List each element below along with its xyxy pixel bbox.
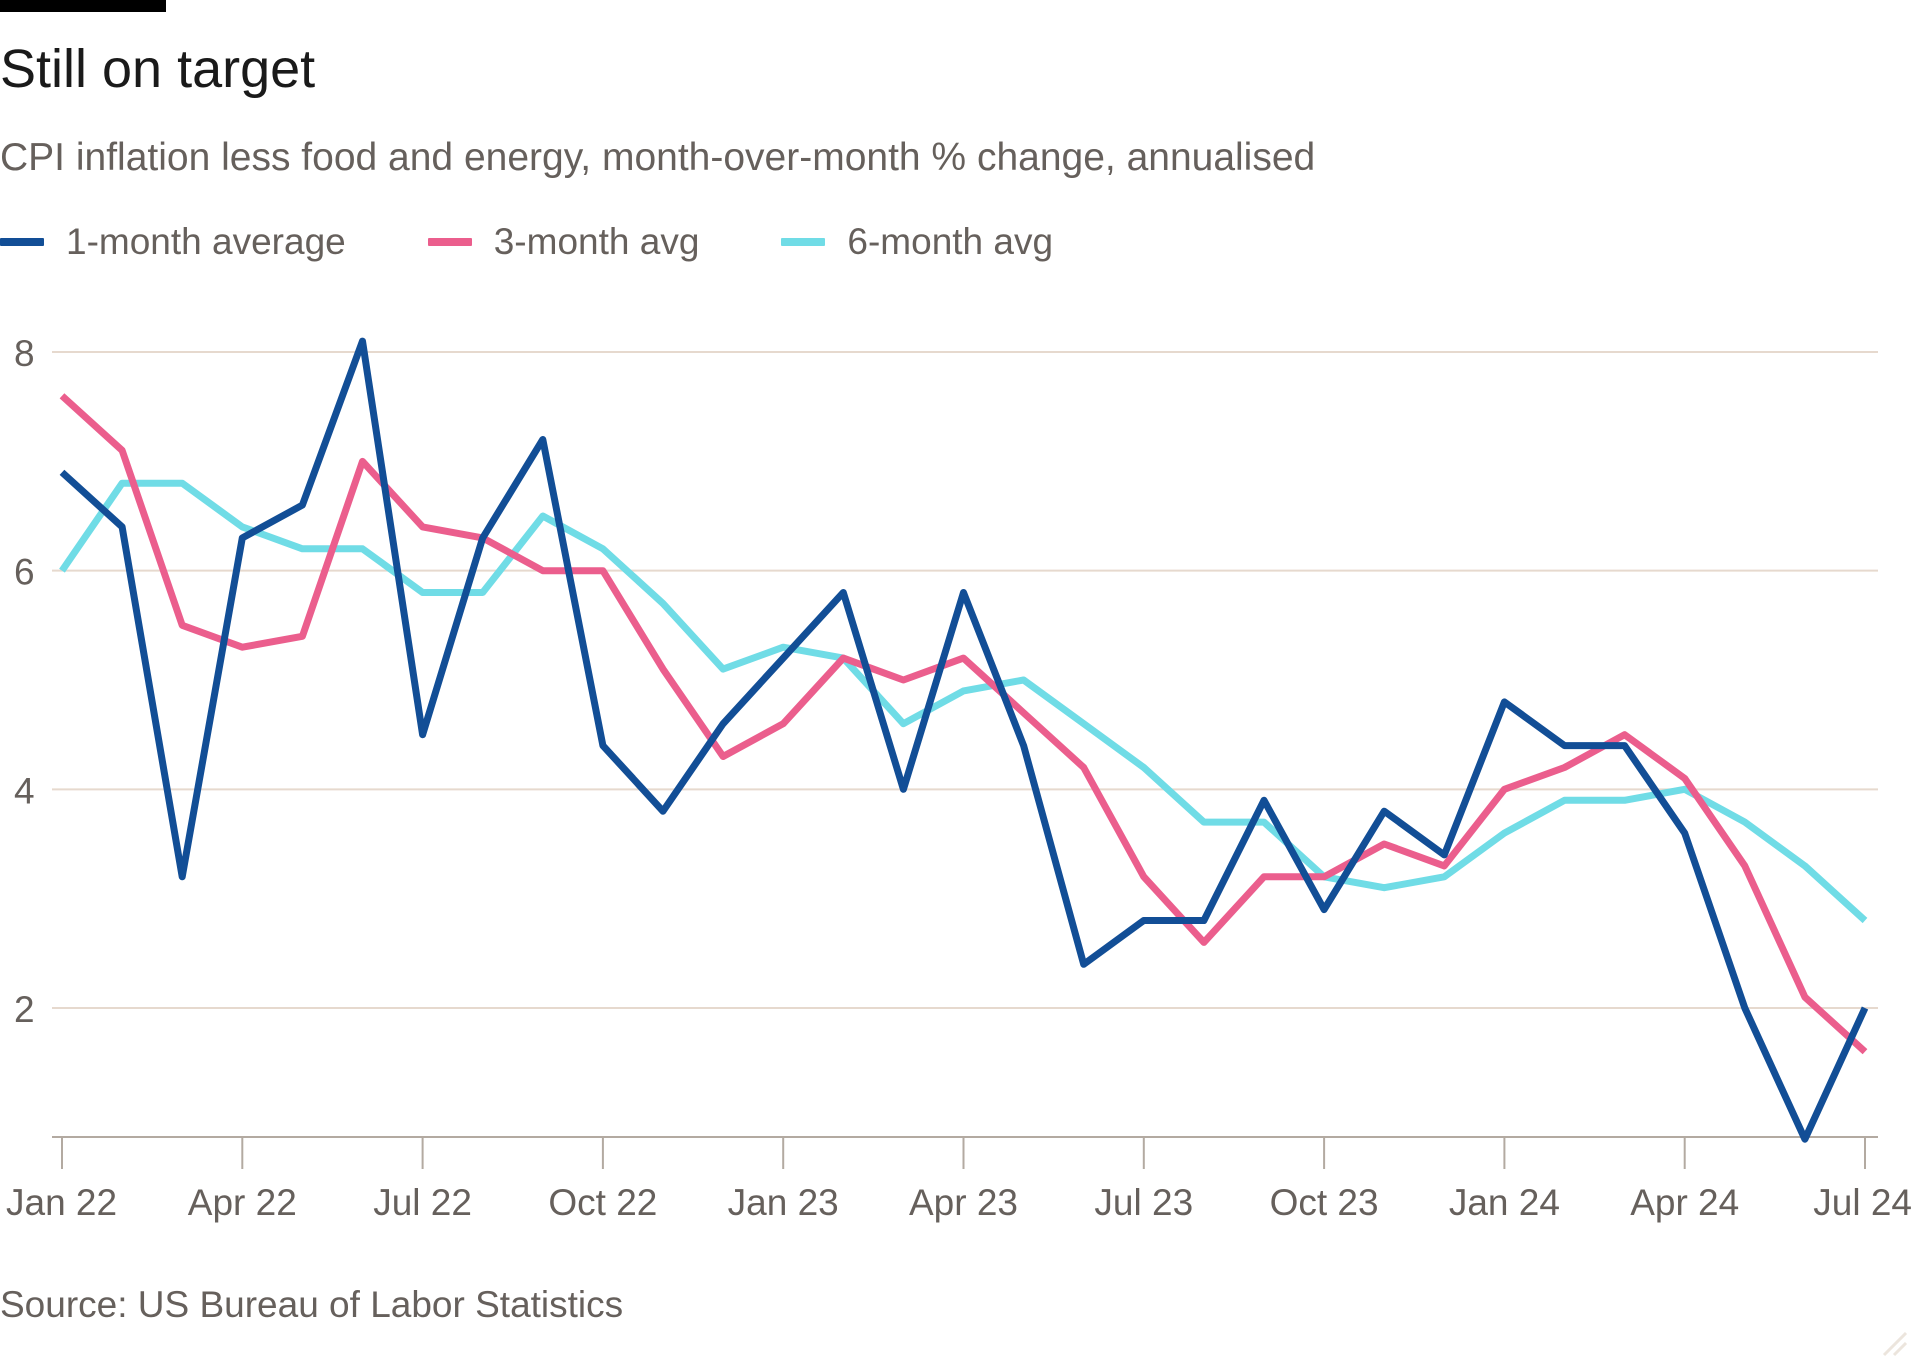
legend-swatch-3m (427, 238, 472, 246)
x-tick-label: Oct 22 (548, 1182, 657, 1223)
resize-corner-icon (1882, 1331, 1908, 1357)
x-tick-label: Apr 24 (1630, 1182, 1739, 1223)
legend-item-1m: 1-month average (0, 221, 346, 263)
x-tick-label: Jan 23 (728, 1182, 839, 1223)
series-lines (59, 337, 1869, 1143)
y-tick-label: 6 (14, 552, 35, 593)
legend-label-6m: 6-month avg (847, 221, 1054, 262)
y-tick-label: 4 (14, 770, 35, 811)
legend-label-1m: 1-month average (66, 221, 346, 262)
legend-swatch-6m (781, 238, 826, 246)
legend-item-6m: 6-month avg (781, 221, 1053, 263)
x-tick-label: Oct 23 (1270, 1182, 1379, 1223)
x-tick-label: Apr 23 (909, 1182, 1018, 1223)
x-axis: Jan 22 Apr 22 Jul 22 Oct 22 Jan 23 Apr 23 Jul … (6, 1136, 1912, 1223)
line-chart: Jan 22 Apr 22 Jul 22 Oct 22 Jan 23 Apr 23 Jul … (6, 333, 1912, 1223)
x-tick-label: Jul 24 (1813, 1182, 1912, 1223)
x-tick-label: Jul 23 (1094, 1182, 1193, 1223)
legend-label-3m: 3-month avg (493, 221, 700, 262)
series-line-6-month-avg (59, 479, 1868, 924)
y-axis-labels: 2 4 6 8 (14, 333, 35, 1030)
legend-swatch-1m (0, 238, 44, 246)
x-tick-label: Jan 24 (1449, 1182, 1560, 1223)
x-tick-label: Jul 22 (373, 1182, 472, 1223)
series-line-1-month-average (59, 337, 1869, 1143)
brand-top-bar (0, 0, 166, 12)
source-note: Source: US Bureau of Labor Statistics (0, 1284, 624, 1325)
y-tick-label: 2 (14, 989, 35, 1030)
y-tick-label: 8 (14, 333, 35, 374)
chart-subtitle: CPI inflation less food and energy, mont… (0, 136, 1316, 179)
chart-legend: 1-month average 3-month avg 6-month avg (0, 218, 1135, 266)
series-line-3-month-avg (59, 393, 1868, 1055)
x-tick-label: Jan 22 (6, 1182, 117, 1223)
chart-title: Still on target (0, 39, 316, 99)
x-tick-label: Apr 22 (188, 1182, 297, 1223)
legend-item-3m: 3-month avg (427, 221, 700, 263)
